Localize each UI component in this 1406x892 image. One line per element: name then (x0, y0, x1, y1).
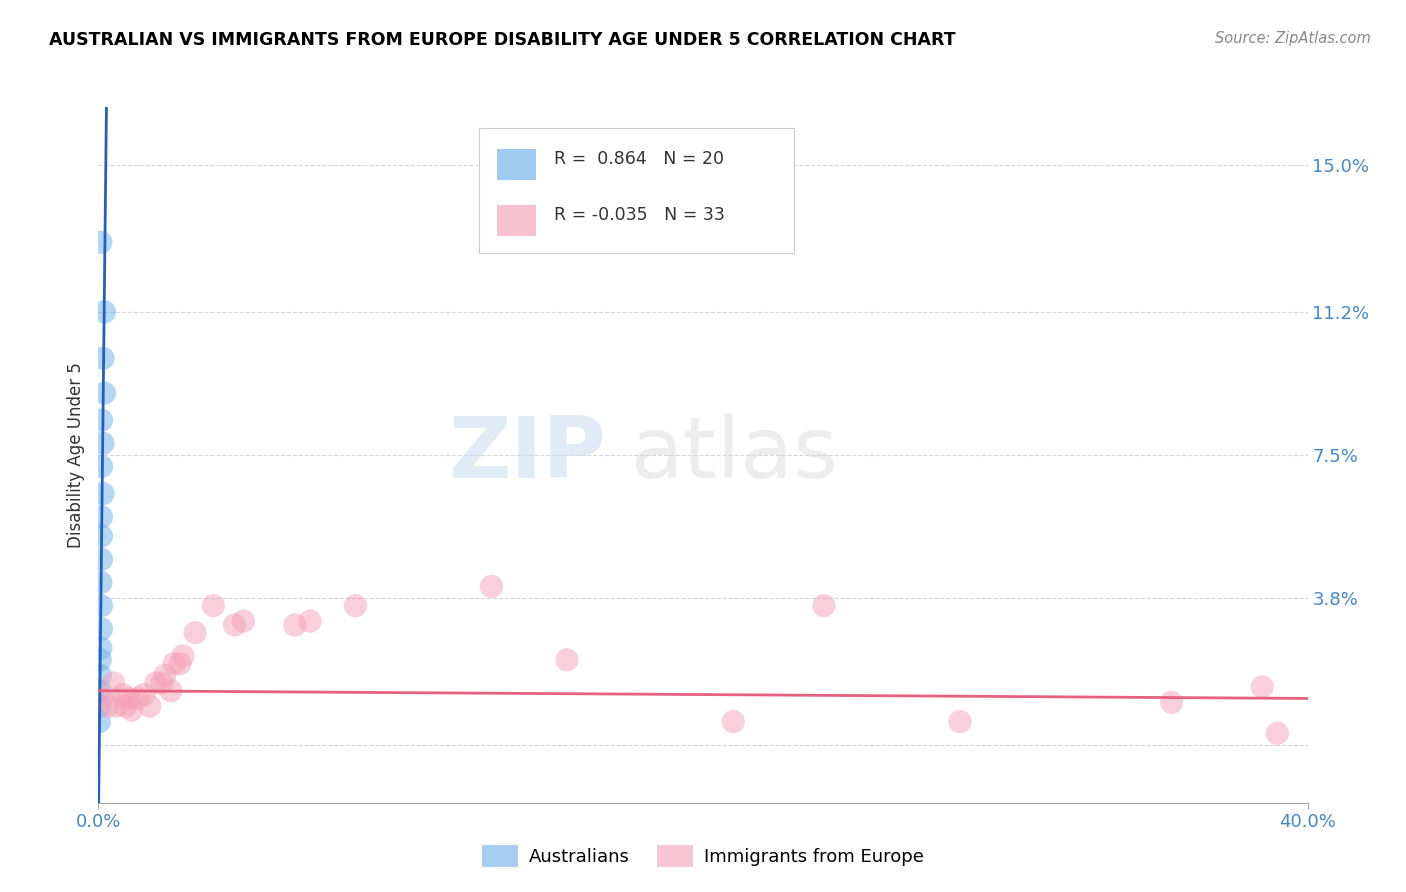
Point (224, 618, 246, 632)
Point (90, 509, 112, 524)
Point (344, 599, 367, 613)
Point (89, 653, 111, 667)
Text: R = -0.035   N = 33: R = -0.035 N = 33 (554, 206, 725, 224)
Point (232, 614, 254, 628)
Point (89, 699, 111, 714)
Point (145, 676, 167, 690)
Point (1251, 680, 1274, 694)
Point (202, 599, 225, 613)
Point (163, 657, 186, 671)
Point (169, 657, 191, 671)
Point (481, 579, 503, 593)
Point (89, 714, 111, 729)
Point (90, 622, 112, 636)
Point (90, 575, 112, 590)
Point (96, 699, 118, 714)
Text: atlas: atlas (630, 413, 838, 497)
Point (93, 386, 115, 401)
Point (90, 529, 112, 543)
Point (172, 648, 194, 663)
Point (90, 459, 112, 474)
Point (91, 436, 114, 450)
Point (91, 351, 114, 366)
Text: ZIP: ZIP (449, 413, 606, 497)
Point (1265, 726, 1288, 740)
Point (118, 691, 141, 706)
Point (150, 676, 173, 690)
Point (111, 688, 134, 702)
Point (90, 552, 112, 566)
Point (103, 676, 125, 690)
Point (89, 668, 111, 682)
Point (93, 305, 115, 319)
Point (160, 683, 183, 698)
Text: R =  0.864   N = 20: R = 0.864 N = 20 (554, 150, 724, 169)
Point (1160, 695, 1182, 709)
FancyBboxPatch shape (479, 128, 793, 253)
Point (153, 668, 176, 682)
Point (121, 703, 143, 717)
Y-axis label: Disability Age Under 5: Disability Age Under 5 (66, 362, 84, 548)
Point (127, 691, 149, 706)
Point (555, 653, 578, 667)
Point (132, 688, 155, 702)
Point (90, 235, 112, 250)
Point (721, 714, 744, 729)
Point (184, 625, 207, 640)
Point (89, 683, 111, 698)
Point (90, 641, 112, 656)
Text: Source: ZipAtlas.com: Source: ZipAtlas.com (1215, 31, 1371, 46)
Point (90, 599, 112, 613)
Point (813, 599, 835, 613)
Point (949, 714, 972, 729)
Legend: Australians, Immigrants from Europe: Australians, Immigrants from Europe (475, 838, 931, 874)
Point (90, 413, 112, 427)
FancyBboxPatch shape (498, 149, 536, 180)
Text: AUSTRALIAN VS IMMIGRANTS FROM EUROPE DISABILITY AGE UNDER 5 CORRELATION CHART: AUSTRALIAN VS IMMIGRANTS FROM EUROPE DIS… (49, 31, 956, 49)
Point (284, 618, 307, 632)
FancyBboxPatch shape (498, 204, 536, 235)
Point (91, 486, 114, 500)
Point (139, 699, 162, 714)
Point (105, 699, 128, 714)
Point (90, 691, 112, 706)
Point (114, 699, 136, 714)
Point (299, 614, 322, 628)
